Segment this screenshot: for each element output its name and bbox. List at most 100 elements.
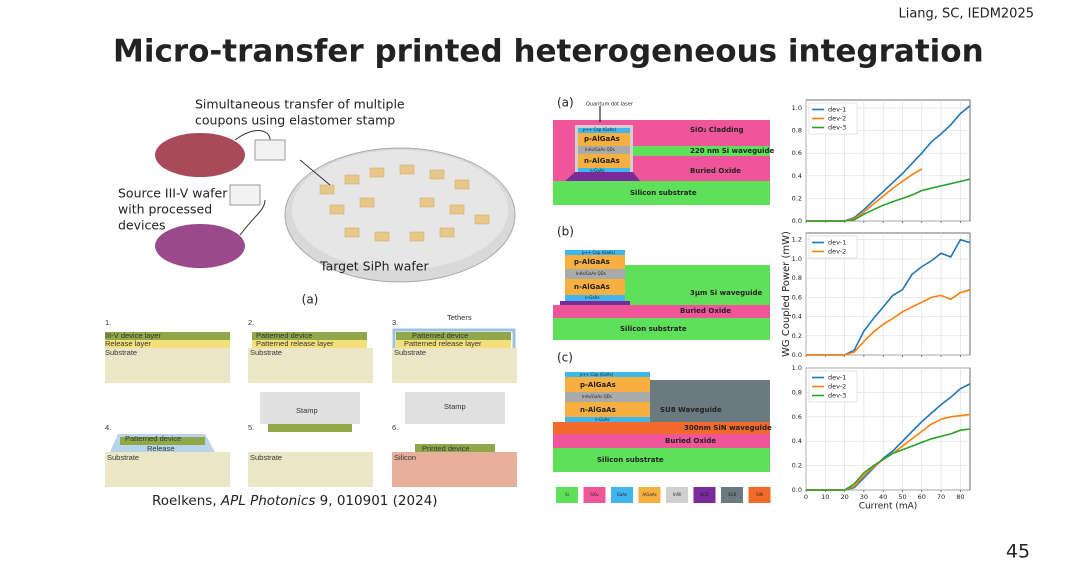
x-axis-label: Current (mA) [859,502,918,512]
reference: Roelkens, APL Photonics 9, 010901 (2024) [152,493,438,509]
step-number: 3. [392,318,398,327]
layer-label: InAs/GaAs QDs [576,271,606,276]
y-tick-label: 0.6 [792,413,802,421]
layer-label: n-GaAs [585,295,600,300]
section-label: (a) [557,96,574,110]
layer-label: p-AlGaAs [584,135,620,143]
x-tick-label: 0 [804,493,808,501]
ref-journal: APL Photonics [220,493,315,509]
y-tick-label: 0.8 [792,127,802,135]
step-number: 1. [105,318,111,327]
y-tick-label: 0.0 [792,486,802,494]
step-label: Substrate [107,453,139,462]
legend-label: dev-2 [828,248,846,256]
step-number: 5. [248,423,254,432]
ref-rest: 9, 010901 (2024) [315,493,437,509]
layer-label: p++ Cap (GaAs) [580,372,614,377]
step-number: 6. [392,423,398,432]
legend-box [808,235,858,259]
source-label: with processed [118,202,212,217]
legend-label: dev-1 [828,106,846,114]
material-swatch [638,487,661,503]
material-name: SiO₂ [590,492,599,497]
y-tick-label: 1.0 [792,104,802,112]
step-number: 4. [105,423,111,432]
y-tick-label: 1.0 [792,255,802,263]
caption: Simultaneous transfer of multiple [195,97,405,112]
layer-label: p++ Cap (GaAs) [582,250,616,255]
step-label: Substrate [250,348,282,357]
step-label: Substrate [250,453,282,462]
layer-label: 3μm Si waveguide [690,289,763,297]
layer-label: n-AlGaAs [584,157,620,165]
material-name: SU8 [728,492,736,497]
y-tick-label: 0.6 [792,149,802,157]
caption: coupons using elastomer stamp [195,113,395,128]
material-swatch [583,487,606,503]
slide-title: Micro-transfer printed heterogeneous int… [113,34,984,70]
x-tick-label: 10 [821,493,829,501]
source-label: devices [118,218,166,233]
material-name: AlGaAs [642,492,656,497]
step-label: Substrate [394,348,426,357]
step-label: III-V device layer [105,331,161,340]
step-label: Patterned device [412,331,468,340]
material-swatch [748,487,771,503]
y-tick-label: 0.2 [792,194,802,202]
citation: Liang, SC, IEDM2025 [898,7,1034,22]
data-line [806,178,971,222]
legend-label: dev-1 [828,374,846,382]
y-tick-label: 0.4 [792,172,802,180]
layer-label: Silicon substrate [630,189,697,197]
legend-label: dev-3 [828,124,846,132]
x-tick-label: 50 [898,493,906,501]
layer-label: p-AlGaAs [580,381,616,389]
legend-label: dev-2 [828,383,846,391]
layer-label: Silicon substrate [597,456,664,464]
step-label: Patterned release layer [404,339,482,348]
layer-label: Buried Oxide [690,167,741,175]
material-swatch [666,487,688,503]
layer-label: Buried Oxide [680,307,731,315]
data-line [806,288,971,356]
y-tick-label: 0.4 [792,437,802,445]
page-number: 45 [1006,541,1030,563]
layer-label: n-AlGaAs [574,283,610,291]
y-axis-label: WG Coupled Power (mW) [781,231,792,357]
data-line [806,238,971,356]
data-line [806,413,971,491]
step-label: Tethers [447,313,472,322]
legend-label: dev-2 [828,115,846,123]
layer-label: 220 nm Si waveguide [690,147,775,155]
process-panels [105,328,517,487]
layer-label: SU8 Waveguide [660,406,722,414]
layer-label: Buried Oxide [665,437,716,445]
layer-label: InAs/GaAs QDs [585,147,615,152]
step-label: Printed device [422,444,470,453]
ref-author: Roelkens, [152,493,221,509]
layer-label: Quantum dot laser [586,102,634,108]
y-tick-label: 0.2 [792,462,802,470]
y-tick-label: 1.2 [792,236,802,244]
layer-label: n-AlGaAs [580,406,616,414]
layer-label: p-AlGaAs [574,258,610,266]
y-tick-label: 0.0 [792,351,802,359]
legend-label: dev-3 [828,392,846,400]
layer-label: SiO₂ Cladding [690,126,744,134]
section-label: (b) [557,225,574,239]
target-label: Target SiPh wafer [319,259,429,274]
layer-label: n-GaAs [595,417,610,422]
step-number: 2. [248,318,254,327]
x-tick-label: 60 [918,493,926,501]
material-name: SiN [756,492,763,497]
y-tick-label: 0.4 [792,313,802,321]
legend-label: dev-1 [828,239,846,247]
layer-label: Silicon substrate [620,325,687,333]
layer-label: n-GaAs [590,168,605,173]
step-label: Silicon [394,453,416,462]
y-tick-label: 0.0 [792,217,802,225]
step-label: Patterned device [256,331,312,340]
wafer-illustration [155,130,516,283]
material-name: BCB [700,492,708,497]
data-line [806,428,971,491]
